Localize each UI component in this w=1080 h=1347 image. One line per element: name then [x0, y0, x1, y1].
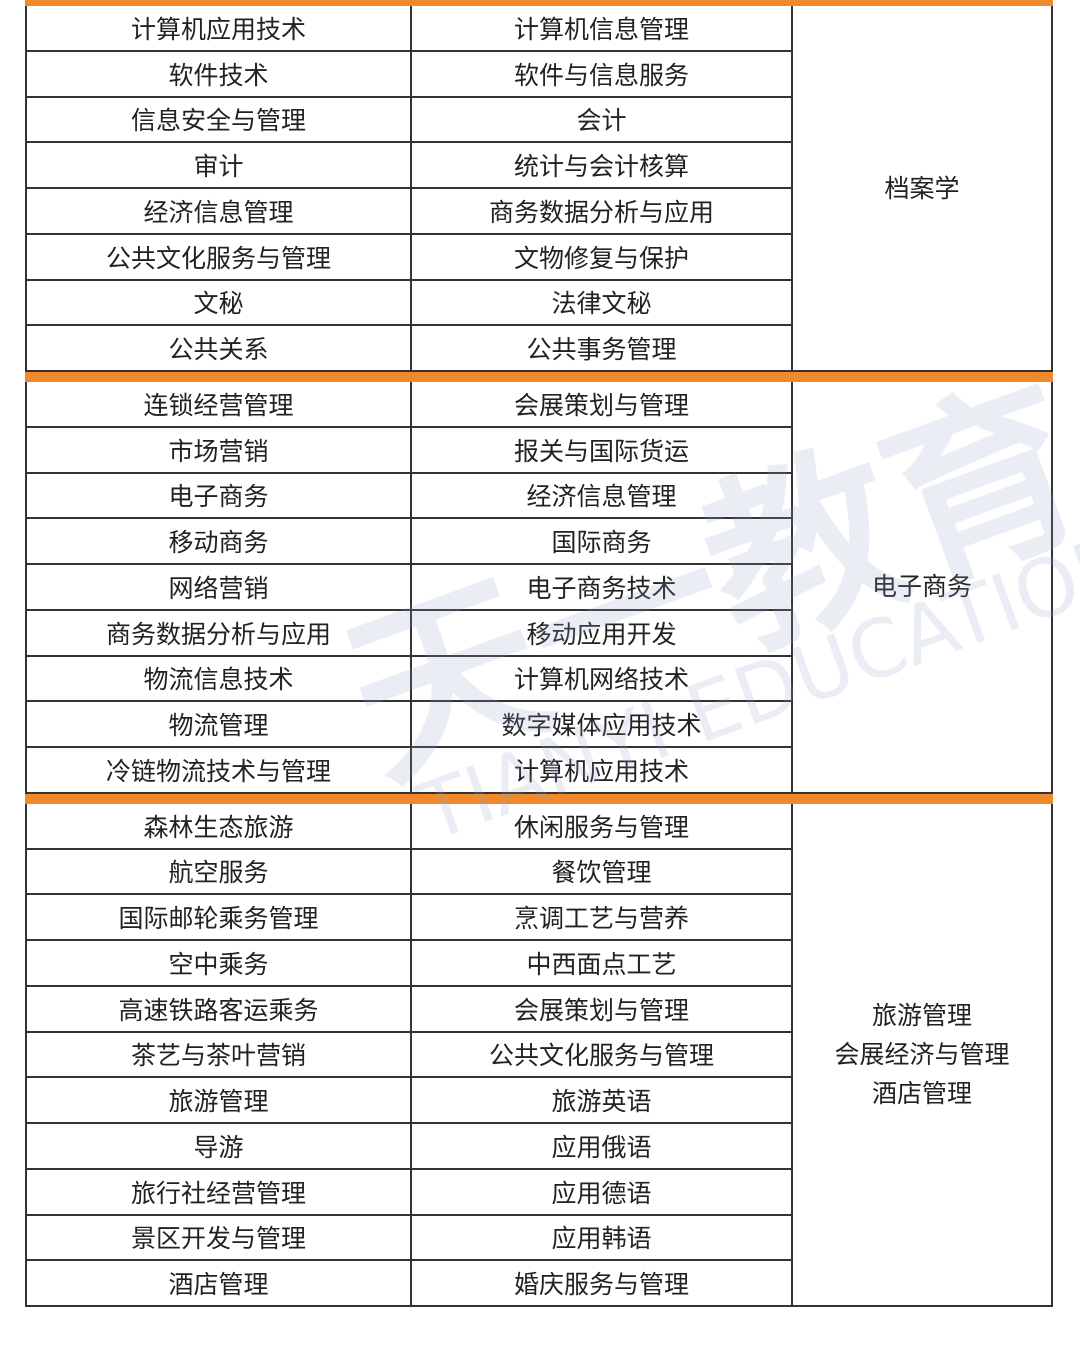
cell: 高速铁路客运乘务	[25, 986, 412, 1033]
cell: 物流信息技术	[25, 656, 412, 703]
cell: 国际商务	[412, 519, 793, 565]
target-major: 档案学	[884, 173, 960, 203]
cell: 休闲服务与管理	[412, 803, 793, 850]
cell: 应用俄语	[412, 1124, 793, 1170]
cell: 公共文化服务与管理	[25, 234, 412, 281]
cell: 公共事务管理	[412, 326, 793, 372]
cell: 市场营销	[25, 427, 412, 474]
target-major: 电子商务	[871, 572, 972, 602]
cell: 软件与信息服务	[412, 51, 793, 98]
cell: 烹调工艺与营养	[412, 895, 793, 941]
cell: 统计与会计核算	[412, 143, 793, 189]
cell: 应用韩语	[412, 1215, 793, 1262]
cell: 景区开发与管理	[25, 1215, 412, 1262]
cell: 酒店管理	[25, 1261, 412, 1307]
cell: 移动应用开发	[412, 610, 793, 657]
cell: 信息安全与管理	[25, 97, 412, 144]
cell: 中西面点工艺	[412, 941, 793, 987]
cell: 计算机应用技术	[25, 6, 412, 52]
cell: 法律文秘	[412, 280, 793, 327]
cell: 经济信息管理	[412, 473, 793, 520]
cell: 电子商务技术	[412, 565, 793, 611]
cell: 文物修复与保护	[412, 234, 793, 281]
target-cell: 档案学	[793, 6, 1053, 372]
cell: 报关与国际货运	[412, 427, 793, 474]
cell: 茶艺与茶叶营销	[25, 1032, 412, 1079]
cell: 电子商务	[25, 473, 412, 520]
cell: 旅游英语	[412, 1078, 793, 1124]
cell: 物流管理	[25, 702, 412, 748]
cell: 应用德语	[412, 1169, 793, 1216]
cell: 公共关系	[25, 326, 412, 372]
cell: 软件技术	[25, 51, 412, 98]
target-cell: 电子商务	[793, 382, 1053, 794]
cell: 旅游管理	[25, 1078, 412, 1124]
cell: 计算机信息管理	[412, 6, 793, 52]
cell: 计算机应用技术	[412, 748, 793, 794]
cell: 数字媒体应用技术	[412, 702, 793, 748]
cell: 文秘	[25, 280, 412, 327]
cell: 国际邮轮乘务管理	[25, 895, 412, 941]
separator	[25, 793, 1053, 804]
cell: 森林生态旅游	[25, 803, 412, 850]
cell: 连锁经营管理	[25, 382, 412, 428]
cell: 餐饮管理	[412, 849, 793, 896]
cell: 航空服务	[25, 849, 412, 896]
cell: 网络营销	[25, 565, 412, 611]
target-major: 旅游管理	[871, 1000, 972, 1030]
cell: 商务数据分析与应用	[412, 189, 793, 235]
cell: 婚庆服务与管理	[412, 1261, 793, 1307]
separator	[25, 0, 1053, 6]
cell: 经济信息管理	[25, 189, 412, 235]
separator	[25, 372, 1053, 382]
cell: 会展策划与管理	[412, 986, 793, 1033]
cell: 审计	[25, 143, 412, 189]
target-major: 酒店管理	[871, 1078, 972, 1108]
cell: 会计	[412, 97, 793, 144]
target-cell: 旅游管理会展经济与管理 酒店管理	[793, 803, 1053, 1307]
cell: 导游	[25, 1124, 412, 1170]
cell: 计算机网络技术	[412, 656, 793, 703]
cell: 商务数据分析与应用	[25, 610, 412, 657]
cell: 冷链物流技术与管理	[25, 748, 412, 794]
cell: 公共文化服务与管理	[412, 1032, 793, 1079]
target-major: 会展经济与管理	[834, 1039, 1010, 1069]
cell: 会展策划与管理	[412, 382, 793, 428]
cell: 空中乘务	[25, 941, 412, 987]
cell: 移动商务	[25, 519, 412, 565]
cell: 旅行社经营管理	[25, 1169, 412, 1216]
